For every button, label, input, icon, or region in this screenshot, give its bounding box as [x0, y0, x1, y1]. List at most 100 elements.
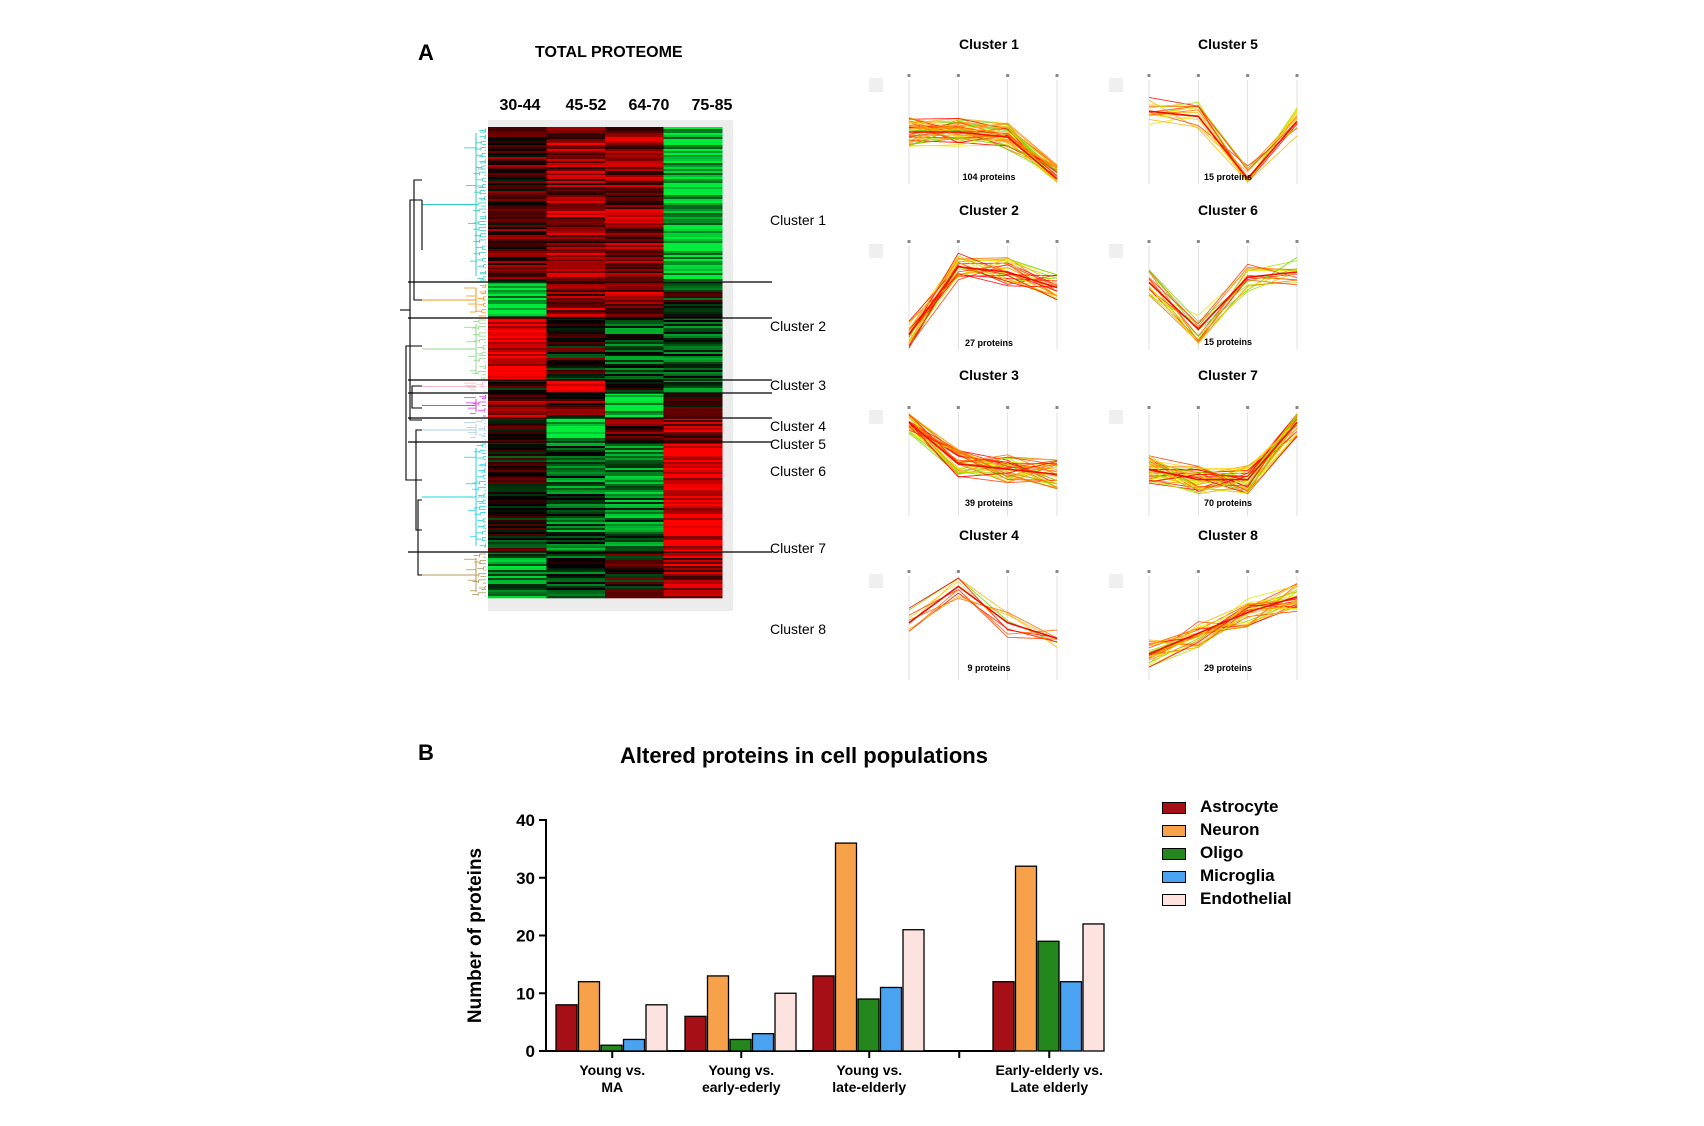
bar-group-3	[812, 842, 925, 1052]
profile-count-c4: 9 proteins	[967, 663, 1011, 673]
profile-title-c4: Cluster 4	[959, 527, 1019, 543]
profile-axis-tick	[1295, 240, 1299, 243]
heatmap-title: TOTAL PROTEOME	[535, 44, 683, 61]
profile-axis-tick	[1147, 74, 1151, 77]
profile-axis-tick	[1006, 74, 1010, 77]
profile-lines	[908, 577, 1058, 648]
x-tick-label: Early-elderly vs.	[996, 1062, 1103, 1078]
legend-item-microglia: Microglia	[1162, 865, 1292, 887]
profile-axis-tick	[1246, 240, 1250, 243]
profile-title-c6: Cluster 6	[1198, 202, 1258, 218]
bar-astrocyte	[684, 1015, 707, 1052]
bar-endothelial	[1082, 923, 1105, 1052]
x-tick-label: MA	[601, 1079, 623, 1095]
legend-label: Endothelial	[1200, 889, 1292, 908]
bar-oligo	[1037, 940, 1060, 1052]
profile-axis-tick	[1246, 570, 1250, 573]
legend-label: Astrocyte	[1200, 797, 1279, 816]
cluster-label-5: Cluster 5	[770, 436, 827, 452]
profile-count-c6: 15 proteins	[1203, 337, 1252, 347]
profile-count-c3: 39 proteins	[964, 498, 1013, 508]
bar-neuron	[577, 981, 601, 1052]
legend-swatch	[1162, 824, 1186, 837]
bar-chart-title: Altered proteins in cell populations	[620, 743, 988, 768]
bar-microglia	[879, 986, 903, 1052]
profile-title-c2: Cluster 2	[959, 202, 1019, 218]
profile-axis-tick	[1196, 74, 1200, 77]
profile-plot-handle	[1109, 78, 1123, 92]
profile-axis-tick	[907, 74, 911, 77]
profile-axis-tick	[1196, 406, 1200, 409]
legend-label: Microglia	[1200, 866, 1275, 885]
profile-axis-tick	[1295, 74, 1299, 77]
bar-microglia	[622, 1038, 646, 1052]
legend-swatch	[1162, 801, 1186, 814]
x-tick-label: Young vs.	[708, 1062, 774, 1078]
profile-mean-line	[908, 585, 1058, 640]
profile-axis-tick	[1055, 74, 1059, 77]
bar-oligo	[600, 1044, 623, 1052]
legend-swatch	[1162, 893, 1186, 906]
y-tick-label: 0	[526, 1042, 535, 1061]
profile-plot-handle	[1109, 244, 1123, 258]
x-tick-label: late-elderly	[832, 1079, 906, 1095]
x-tick-label: Young vs.	[579, 1062, 645, 1078]
profile-title-c7: Cluster 7	[1198, 367, 1258, 383]
legend-item-oligo: Oligo	[1162, 842, 1292, 864]
profile-lines	[908, 252, 1058, 349]
profile-lines	[1148, 413, 1298, 495]
profile-plot-5	[869, 406, 1059, 516]
profile-axis-tick	[1246, 406, 1250, 409]
panel-b-letter: B	[418, 740, 434, 765]
profile-axis-tick	[1147, 406, 1151, 409]
profile-plot-7	[869, 570, 1059, 680]
profile-plot-3	[869, 240, 1059, 350]
profile-axis-tick	[956, 570, 960, 573]
profile-plot-handle	[869, 574, 883, 588]
cluster-label-4: Cluster 4	[770, 418, 827, 434]
profile-count-c8: 29 proteins	[1203, 663, 1252, 673]
profile-plot-8	[1109, 570, 1299, 680]
profile-axis-tick	[1147, 240, 1151, 243]
bar-astrocyte	[555, 1004, 578, 1052]
profile-count-c5: 15 proteins	[1203, 172, 1252, 182]
profile-mean-line	[909, 131, 1058, 180]
y-axis-label: Number of proteins	[465, 848, 486, 1023]
profile-count-c1: 104 proteins	[962, 172, 1016, 182]
profile-mean-line	[1148, 596, 1298, 655]
profile-title-c8: Cluster 8	[1198, 527, 1258, 543]
panel-a-letter: A	[418, 40, 434, 65]
x-tick-label: Late elderly	[1010, 1079, 1088, 1095]
bar-astrocyte	[812, 975, 835, 1052]
heatmap-cells	[488, 127, 723, 599]
profile-axis-tick	[1295, 406, 1299, 409]
profile-plot-handle	[869, 244, 883, 258]
profile-axis-tick	[1196, 240, 1200, 243]
profile-count-c2: 27 proteins	[964, 338, 1013, 348]
bar-endothelial	[774, 992, 797, 1052]
legend-swatch	[1162, 847, 1186, 860]
bar-endothelial	[902, 929, 925, 1052]
cluster-label-6: Cluster 6	[770, 463, 827, 479]
age-label-4: 75-85	[691, 97, 733, 114]
age-label-3: 64-70	[628, 97, 670, 114]
profile-axis-tick	[1006, 240, 1010, 243]
cluster-label-2: Cluster 2	[770, 318, 827, 334]
profile-axis-tick	[907, 406, 911, 409]
bar-oligo	[729, 1038, 752, 1052]
profile-plot-6	[1109, 406, 1299, 516]
profile-axis-tick	[956, 240, 960, 243]
y-tick-label: 40	[516, 811, 535, 830]
profile-axis-tick	[1006, 570, 1010, 573]
age-label-1: 30-44	[499, 97, 541, 114]
profile-mean-line	[908, 421, 1058, 476]
y-tick-label: 20	[516, 927, 535, 946]
legend-swatch	[1162, 870, 1186, 883]
profile-axis-tick	[1295, 570, 1299, 573]
bar-neuron	[1014, 865, 1038, 1052]
dendrogram	[400, 128, 487, 597]
x-tick-label: early-ederly	[702, 1079, 781, 1095]
cluster-label-1: Cluster 1	[770, 212, 827, 228]
bar-neuron	[834, 842, 858, 1052]
